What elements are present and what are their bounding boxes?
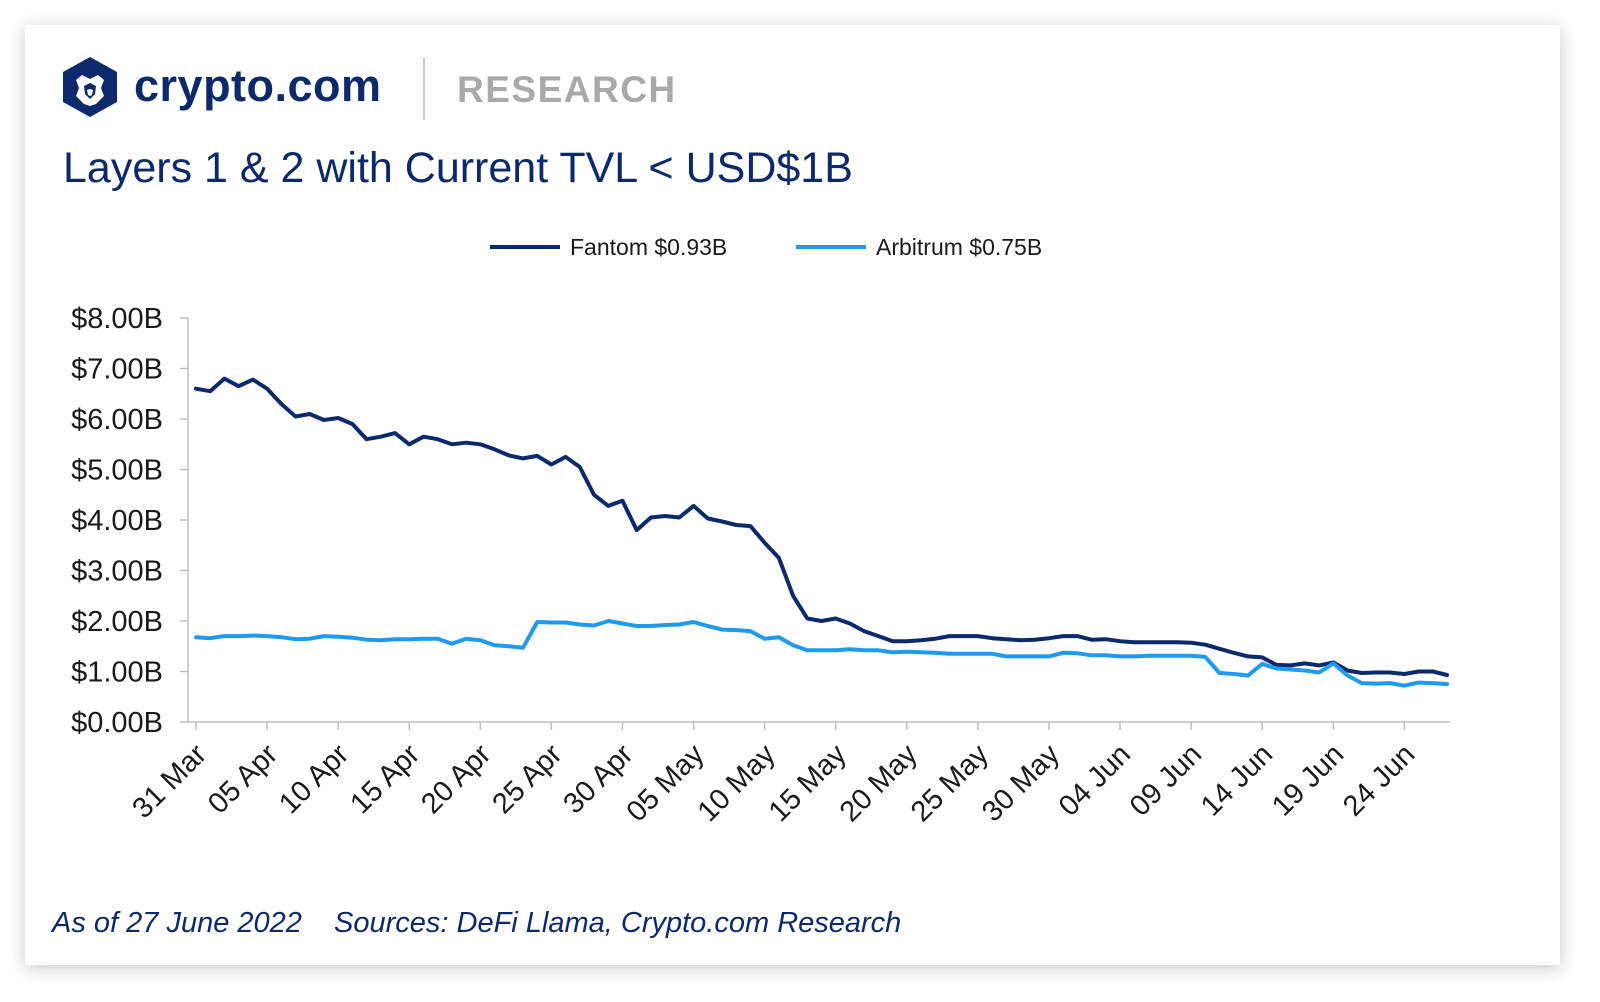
x-tick-label: 15 Apr — [344, 738, 426, 820]
series-line-arbitrum — [194, 619, 1449, 688]
legend-label: Arbitrum $0.75B — [876, 234, 1042, 260]
x-tick-label: 15 May — [763, 738, 853, 828]
x-tick-label: 04 Jun — [1053, 738, 1137, 822]
x-tick-label: 14 Jun — [1195, 738, 1279, 822]
x-tick-label: 20 Apr — [415, 738, 497, 820]
x-tick-label: 25 Apr — [486, 738, 568, 820]
y-tick-label: $4.00B — [71, 505, 163, 537]
y-tick-label: $7.00B — [71, 354, 163, 386]
y-axis: $0.00B $1.00B $2.00B $3.00B $4.00B $5.00B $6.0… — [71, 303, 189, 739]
x-tick-label: 31 Mar — [126, 738, 213, 825]
x-tick-label: 20 May — [834, 738, 924, 828]
y-tick-label: $0.00B — [71, 707, 163, 739]
y-tick-label: $1.00B — [71, 657, 163, 689]
x-tick-label: 19 Jun — [1266, 738, 1350, 822]
x-tick-label: 05 May — [621, 738, 711, 828]
y-tick-label: $6.00B — [71, 404, 163, 436]
series-line-fantom — [194, 376, 1449, 677]
x-tick-label: 10 Apr — [273, 738, 355, 820]
plot-area — [194, 376, 1449, 688]
brand-name: crypto.com — [134, 60, 382, 111]
section-label: RESEARCH — [457, 69, 677, 110]
crypto-com-logo-icon — [63, 57, 117, 117]
x-tick-label: 05 Apr — [202, 738, 284, 820]
y-tick-label: $5.00B — [71, 455, 163, 487]
chart-legend: Fantom $0.93B Arbitrum $0.75B — [490, 234, 1042, 260]
legend-label: Fantom $0.93B — [570, 234, 727, 260]
chart-card — [25, 25, 1560, 965]
x-tick-label: 25 May — [905, 738, 995, 828]
y-tick-label: $3.00B — [71, 556, 163, 588]
x-tick-label: 09 Jun — [1124, 738, 1208, 822]
sources-note: Sources: DeFi Llama, Crypto.com Research — [334, 907, 902, 939]
y-tick-label: $2.00B — [71, 606, 163, 638]
x-tick-label: 10 May — [692, 738, 782, 828]
as-of-date: As of 27 June 2022 — [52, 907, 302, 939]
chart-title: Layers 1 & 2 with Current TVL < USD$1B — [63, 144, 853, 192]
header-divider — [423, 58, 425, 120]
y-tick-label: $8.00B — [71, 303, 163, 335]
x-tick-label: 30 May — [976, 738, 1066, 828]
x-tick-label: 24 Jun — [1337, 738, 1421, 822]
